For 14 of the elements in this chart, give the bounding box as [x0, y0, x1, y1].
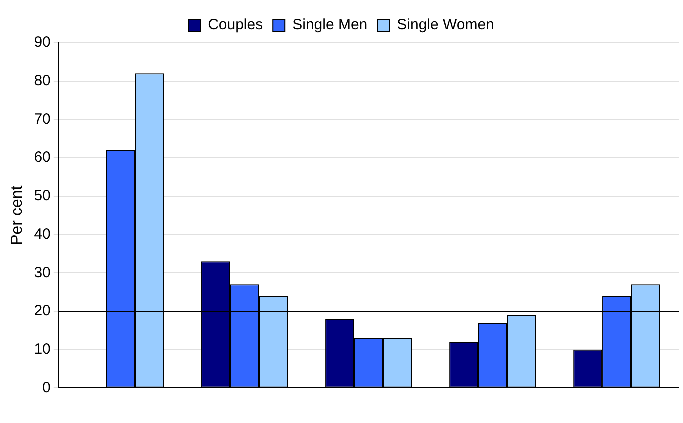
y-tick-label: 40: [34, 226, 51, 243]
legend-label: Couples: [208, 16, 264, 34]
y-tick-label: 70: [34, 110, 51, 128]
y-tick-label: 30: [34, 264, 51, 282]
legend-label: Single Women: [397, 16, 494, 34]
y-tick-label: 90: [34, 34, 51, 52]
y-tick-label: 10: [34, 340, 51, 358]
y-tick-label: 0: [42, 379, 51, 396]
y-tick-label: 50: [34, 188, 51, 205]
legend-label: Single Men: [292, 16, 368, 34]
y-axis-title: Per cent: [9, 185, 26, 246]
y-tick-label: 80: [34, 72, 51, 90]
y-tick-label: 60: [34, 149, 51, 166]
y-tick-label: 20: [34, 302, 51, 320]
